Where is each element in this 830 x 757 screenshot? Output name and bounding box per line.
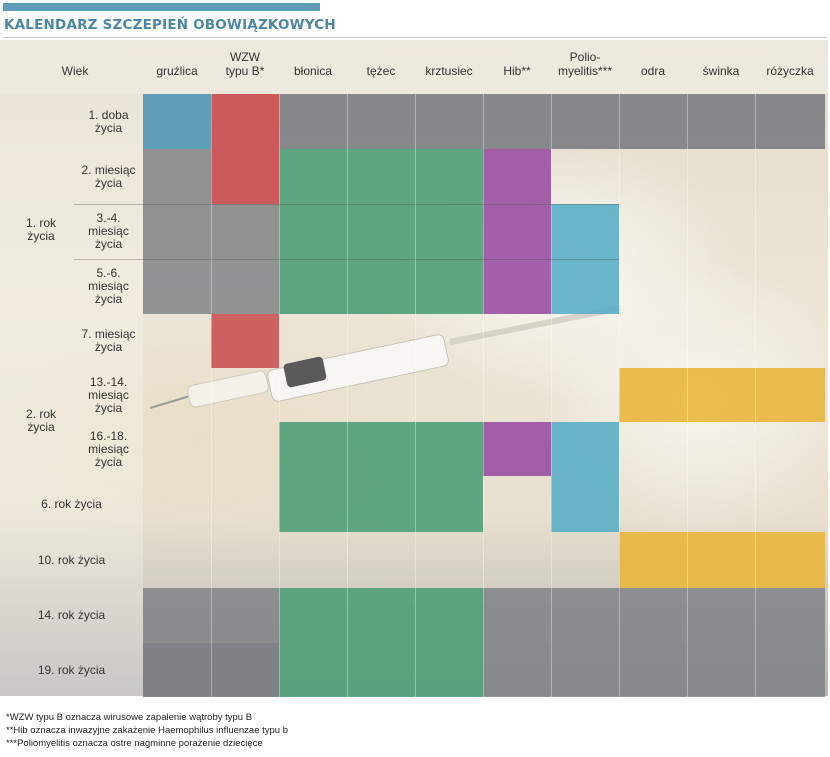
grid-vline xyxy=(483,94,484,697)
column-header-polio: Polio-myelitis*** xyxy=(557,50,612,78)
vaccine-cell-polio xyxy=(551,422,619,532)
vaccine-cell-dtp xyxy=(279,149,483,314)
empty-cell xyxy=(143,149,211,314)
footnotes: *WZW typu B oznacza wirusowe zapalenie w… xyxy=(6,711,288,750)
empty-cell xyxy=(143,643,279,697)
header-wiek: Wiek xyxy=(61,64,89,78)
title-divider xyxy=(3,37,827,38)
row-label-r3: 3.-4. miesiąc życia xyxy=(88,211,129,251)
grid-vline xyxy=(211,94,212,697)
column-header-gruzlica: gruźlica xyxy=(156,64,198,78)
row-label-r5: 7. miesiąc życia xyxy=(81,327,136,354)
vaccine-cell-dtp xyxy=(279,422,483,532)
row-label-r11: 19. rok życia xyxy=(37,662,106,677)
vaccine-cell-mmr xyxy=(619,532,825,588)
footnote-polio: ***Poliomyelitis oznacza ostre nagminne … xyxy=(6,738,263,749)
column-header-odra: odra xyxy=(640,64,666,78)
vaccine-cell-wzw xyxy=(211,94,279,149)
grid-vline xyxy=(279,94,280,697)
row-label-r4: 5.-6. miesiąc życia xyxy=(88,266,129,306)
vaccine-cell-dtp xyxy=(279,588,483,697)
footnote-wzw: *WZW typu B oznacza wirusowe zapalenie w… xyxy=(6,712,253,723)
grid-vline xyxy=(687,94,688,697)
column-header-tezec: tężec xyxy=(366,64,396,78)
column-header-wzw: WZW typu B* xyxy=(225,50,265,78)
row-label-r8: 6. rok życia xyxy=(41,496,102,511)
grid-vline xyxy=(347,94,348,697)
empty-cell xyxy=(483,588,825,697)
column-header-rozyczka: różyczka xyxy=(766,64,814,78)
empty-cell xyxy=(211,204,279,314)
group-label-year-1: 1. rok życia xyxy=(25,216,56,243)
row-label-r10: 14. rok życia xyxy=(37,608,106,622)
header-band xyxy=(0,40,828,94)
column-header-hib: Hib** xyxy=(503,64,531,78)
grid-hline xyxy=(74,259,619,260)
row-label-r9: 10. rok życia xyxy=(37,552,106,567)
footnote-hib: **Hib oznacza inwazyjne zakażenie Haemop… xyxy=(6,725,288,736)
page-title: KALENDARZ SZCZEPIEŃ OBOWIĄZKOWYCH xyxy=(4,17,336,33)
group-label-year-2: 2. rok życia xyxy=(25,407,56,434)
grid-vline xyxy=(415,94,416,697)
grid-vline xyxy=(755,94,756,697)
column-header-krztusiec: krztusiec xyxy=(425,64,473,78)
title-accent-bar xyxy=(3,3,320,11)
column-header-blonica: błonica xyxy=(293,64,333,78)
vaccine-cell-mmr xyxy=(619,368,825,422)
row-label-r6: 13.-14. miesiąc życia xyxy=(88,374,129,415)
grid-vline xyxy=(619,94,620,697)
vaccine-cell-polio xyxy=(551,204,619,314)
row-label-r2: 2. miesiąc życia xyxy=(81,162,136,190)
grid-hline xyxy=(74,204,619,205)
grid-vline xyxy=(551,94,552,697)
vaccine-cell-wzw xyxy=(211,149,279,204)
row-label-r1: 1. doba życia xyxy=(88,107,129,135)
age-column-band xyxy=(0,94,143,696)
row-label-r7: 16.-18. miesiąc życia xyxy=(88,428,129,469)
vaccine-cell-hib xyxy=(483,149,551,314)
vaccine-cell-hib xyxy=(483,422,551,476)
column-header-swinka: świnka xyxy=(702,64,740,78)
empty-cell xyxy=(279,94,825,149)
vaccine-cell-wzw xyxy=(211,314,279,368)
vaccine-cell-gruzlica xyxy=(143,94,211,149)
